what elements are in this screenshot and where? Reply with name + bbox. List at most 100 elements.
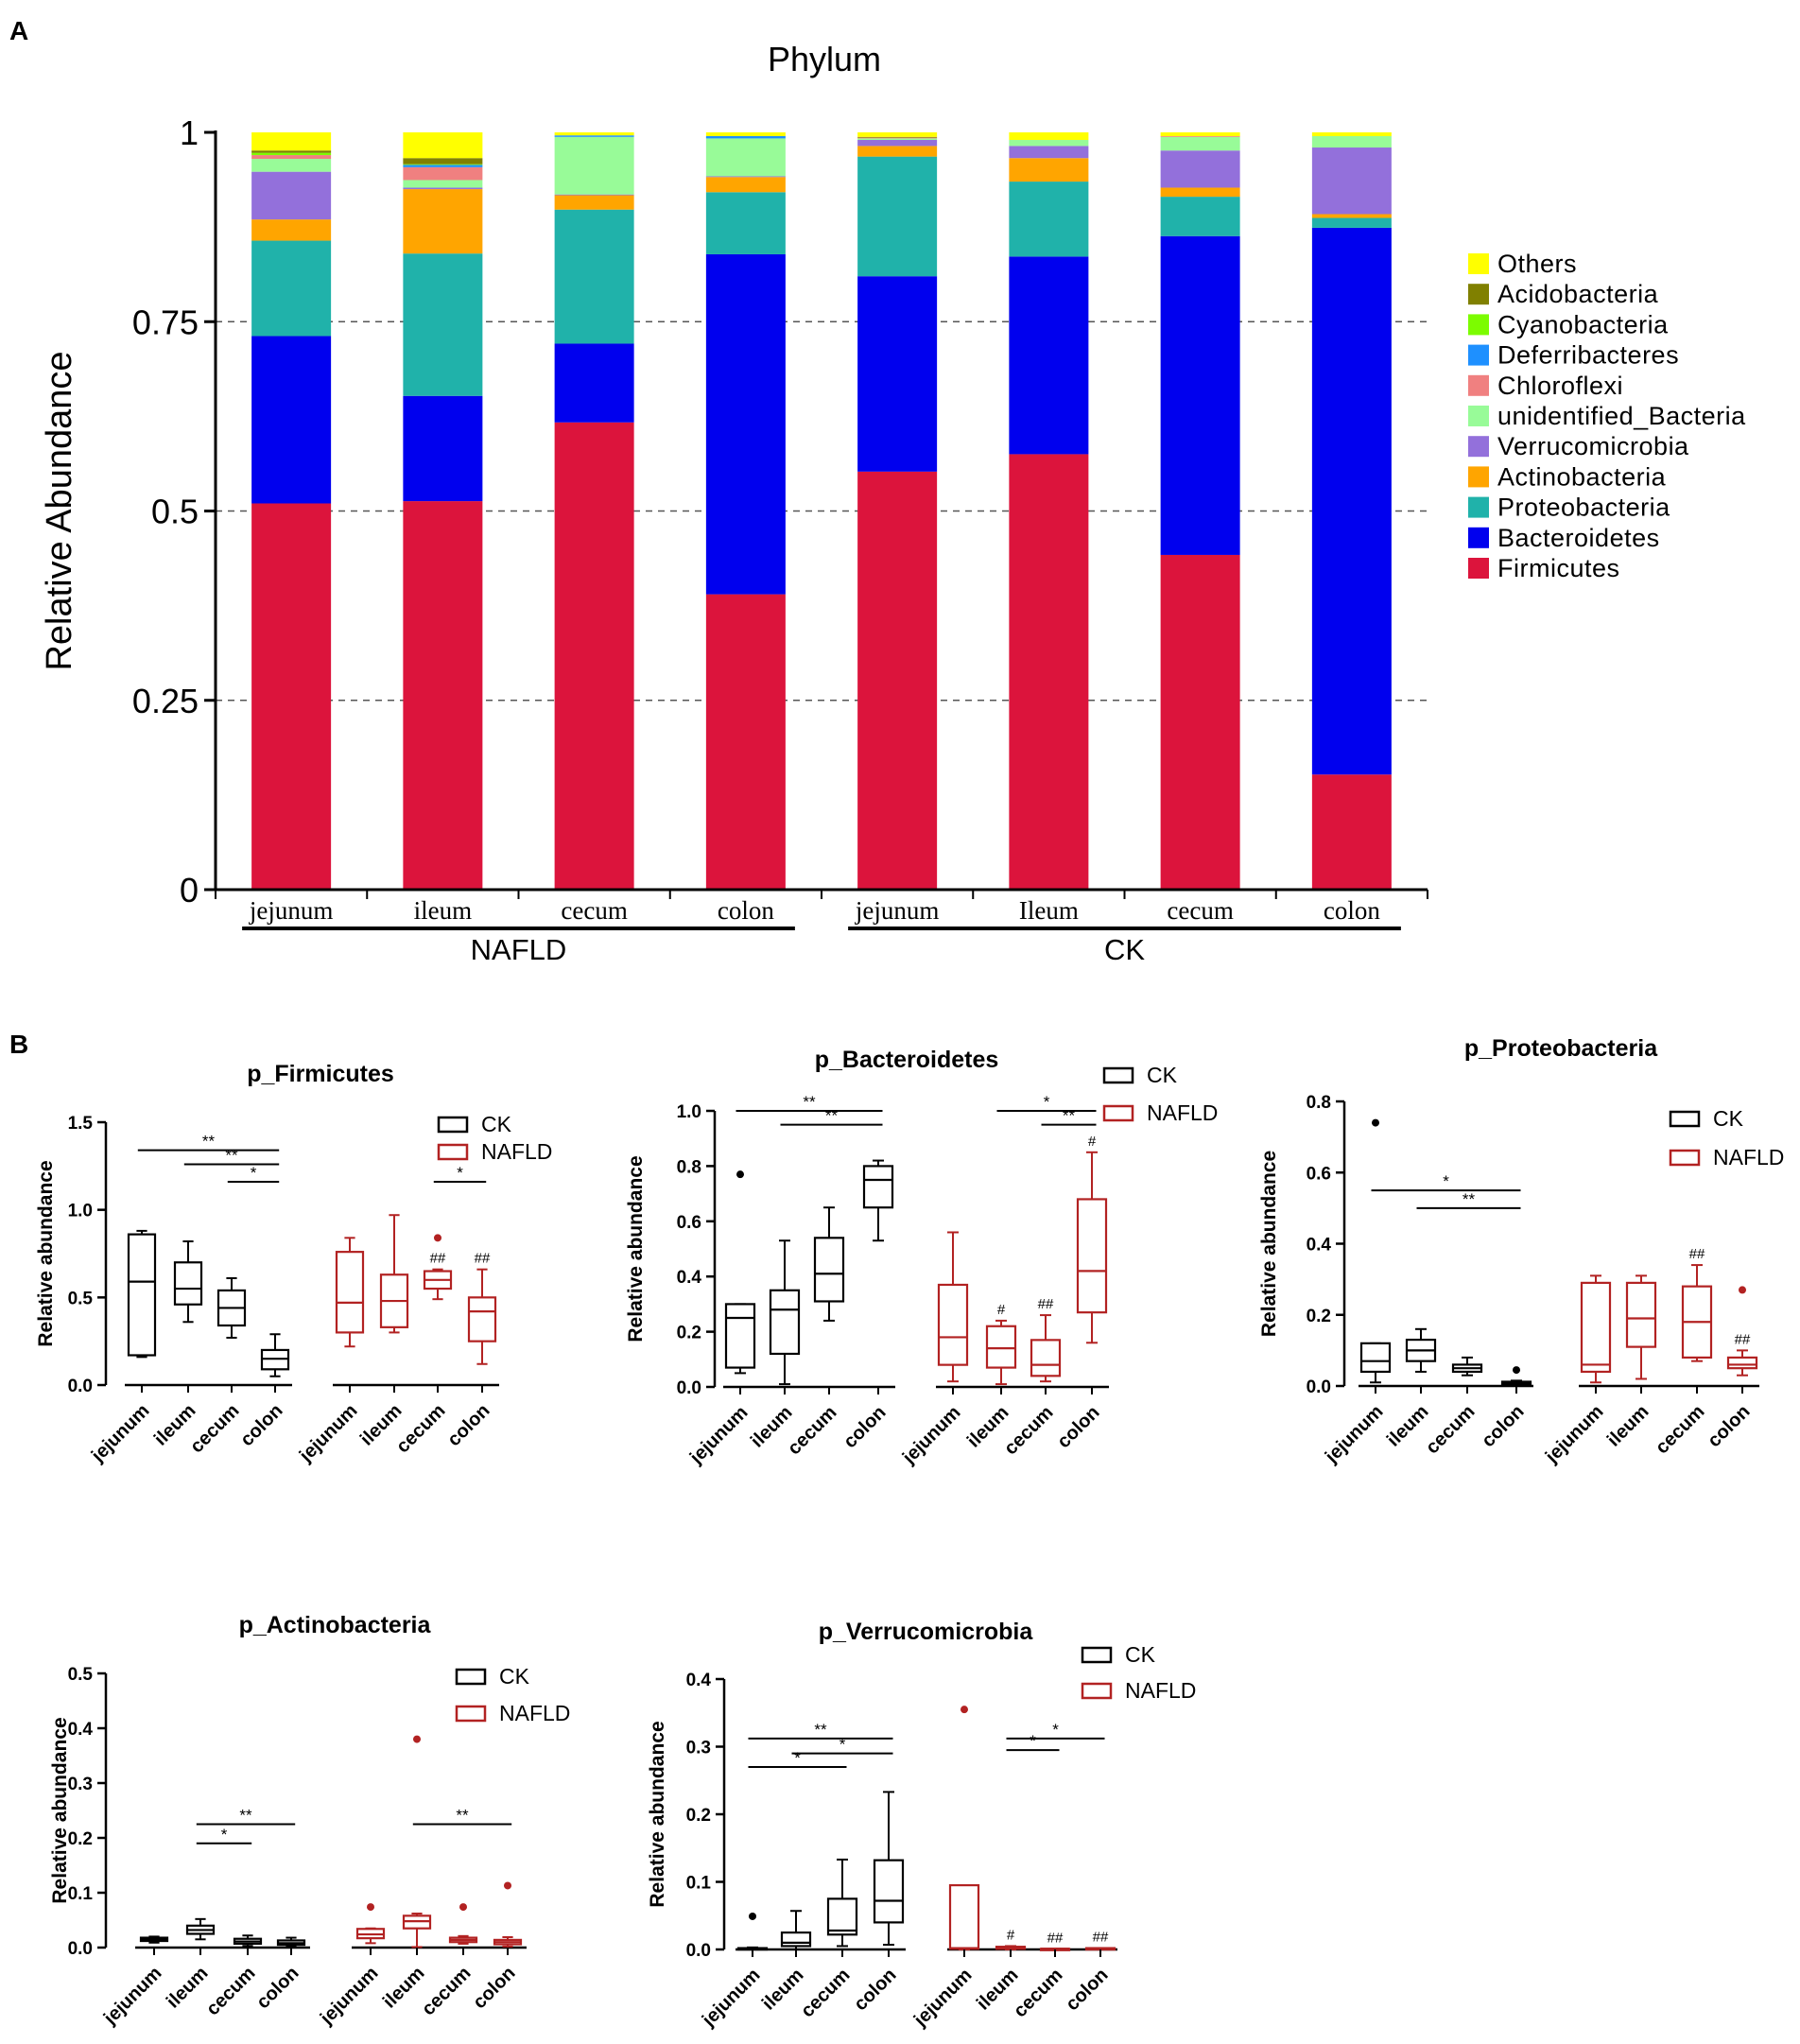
x-tick-label: jejunum bbox=[698, 1965, 764, 2031]
y-tick-label: 0.8 bbox=[677, 1157, 701, 1177]
bar-segment-actinobacteria bbox=[1009, 158, 1089, 182]
y-tick-label: 0.4 bbox=[1307, 1236, 1332, 1256]
y-axis-label: Relative abundance bbox=[1258, 1151, 1280, 1337]
x-tick-label: jejunum bbox=[1321, 1401, 1387, 1467]
x-tick-label: jejunum bbox=[855, 896, 940, 925]
box bbox=[1580, 1281, 1612, 1374]
chart-title: p_Firmicutes bbox=[247, 1061, 394, 1087]
outlier-point bbox=[1513, 1366, 1520, 1375]
legend-label: Firmicutes bbox=[1497, 554, 1620, 582]
significance-label: ** bbox=[1462, 1190, 1476, 1208]
box bbox=[1726, 1356, 1758, 1370]
bar-segment-verrucomicrobia bbox=[1311, 147, 1392, 215]
bar-segment-acidobacteria bbox=[857, 136, 938, 138]
significance-label: ** bbox=[803, 1093, 816, 1111]
legend-swatch bbox=[1081, 1682, 1113, 1700]
outlier-point bbox=[1372, 1118, 1379, 1127]
x-tick-label: ileum bbox=[1603, 1401, 1653, 1451]
box bbox=[1625, 1281, 1657, 1348]
box bbox=[873, 1859, 905, 1924]
y-axis-label: Relative abundance bbox=[35, 1160, 57, 1346]
legend-swatch bbox=[1468, 558, 1489, 579]
significance-mark: ## bbox=[1093, 1930, 1109, 1946]
bar-segment-unidentified-bacteria bbox=[857, 138, 938, 141]
box bbox=[173, 1261, 203, 1306]
legend-swatch bbox=[1468, 344, 1489, 366]
bar-segment-others bbox=[251, 132, 332, 151]
box bbox=[1030, 1339, 1062, 1377]
legend-label: CK bbox=[1125, 1642, 1156, 1667]
significance-mark: ## bbox=[1735, 1331, 1751, 1347]
group-label: CK bbox=[1104, 933, 1145, 966]
bar-segment-chloroflexi bbox=[1160, 136, 1240, 137]
box bbox=[826, 1897, 858, 1936]
chart-title: p_Actinobacteria bbox=[239, 1612, 432, 1638]
bar-segment-bacteroidetes bbox=[1160, 235, 1240, 555]
bar-segment-others bbox=[1009, 132, 1089, 141]
y-tick-label: 0.25 bbox=[132, 682, 199, 720]
box bbox=[937, 1283, 969, 1366]
legend-label: Verrucomicrobia bbox=[1497, 432, 1689, 460]
bar-segment-firmicutes bbox=[1009, 454, 1089, 890]
x-tick-label: colon bbox=[1324, 896, 1380, 925]
legend-swatch bbox=[1468, 436, 1489, 458]
legend-label: Deferribacteres bbox=[1497, 341, 1679, 370]
bar-segment-actinobacteria bbox=[554, 195, 634, 210]
significance-mark: ## bbox=[430, 1251, 446, 1267]
outlier-point bbox=[504, 1881, 511, 1890]
x-tick-label: colon bbox=[1478, 1401, 1528, 1451]
bar-segment-bacteroidetes bbox=[1009, 256, 1089, 455]
box bbox=[948, 1883, 980, 1950]
bar-segment-actinobacteria bbox=[1160, 187, 1240, 198]
legend-swatch bbox=[1468, 253, 1489, 274]
bar-segment-verrucomicrobia bbox=[857, 140, 938, 147]
significance-label: * bbox=[839, 1736, 846, 1754]
y-tick-label: 0.1 bbox=[68, 1884, 94, 1904]
chart-title: p_Bacteroidetes bbox=[815, 1047, 999, 1073]
x-tick-label: ileum bbox=[414, 896, 473, 925]
significance-mark: # bbox=[1007, 1927, 1015, 1943]
y-tick-label: 0.0 bbox=[686, 1941, 711, 1961]
bar-segment-verrucomicrobia bbox=[403, 187, 483, 190]
x-tick-label: colon bbox=[443, 1400, 493, 1450]
bar-segment-chloroflexi bbox=[403, 166, 483, 181]
actinobacteria-chart: p_Actinobacteria Relative abundance 0.0 0.1… bbox=[49, 1612, 570, 2029]
y-axis-label: Relative abundance bbox=[49, 1717, 71, 1903]
box bbox=[1076, 1198, 1108, 1314]
bar-segment-cyanobacteria bbox=[251, 152, 332, 156]
legend-swatch bbox=[1468, 314, 1489, 336]
x-tick-label: jejunum bbox=[1541, 1401, 1607, 1467]
chart-title: p_Verrucomicrobia bbox=[819, 1619, 1034, 1645]
legend-label: NAFLD bbox=[481, 1139, 552, 1164]
legend-swatch bbox=[1468, 284, 1489, 305]
bar-segment-verrucomicrobia bbox=[705, 176, 786, 178]
bar-segment-others bbox=[705, 132, 786, 137]
y-tick-label: 0.6 bbox=[1307, 1164, 1331, 1184]
bar-segment-unidentified-bacteria bbox=[1311, 136, 1392, 148]
panel-label-b: B bbox=[9, 1030, 28, 1059]
significance-label: * bbox=[1052, 1721, 1059, 1739]
significance-label: ** bbox=[239, 1807, 252, 1825]
x-tick-label: jejunum bbox=[898, 1402, 964, 1468]
bar-segment-actinobacteria bbox=[857, 146, 938, 157]
x-tick-label: colon bbox=[236, 1400, 286, 1450]
x-tick-label: colon bbox=[252, 1963, 303, 2013]
bar-segment-unidentified-bacteria bbox=[1009, 140, 1089, 147]
outlier-point bbox=[434, 1234, 441, 1242]
phylum-chart: Phylum Relative Abundance 0 0.25 0.5 0.75 1 jej… bbox=[40, 40, 1746, 966]
x-tick-label: jejunum bbox=[685, 1402, 752, 1468]
bar-segment-unidentified-bacteria bbox=[403, 180, 483, 188]
bar-segment-verrucomicrobia bbox=[1009, 146, 1089, 159]
bar-segment-bacteroidetes bbox=[554, 343, 634, 423]
outlier-point bbox=[749, 1912, 756, 1920]
bar-segment-proteobacteria bbox=[705, 192, 786, 254]
outlier-point bbox=[736, 1170, 744, 1179]
significance-mark: ## bbox=[1038, 1296, 1054, 1312]
bar-segment-chloroflexi bbox=[251, 155, 332, 160]
y-tick-label: 0.1 bbox=[686, 1874, 712, 1894]
box bbox=[467, 1296, 497, 1342]
outlier-point bbox=[459, 1903, 467, 1912]
bar-segment-unidentified-bacteria bbox=[1160, 136, 1240, 151]
box bbox=[127, 1233, 157, 1357]
